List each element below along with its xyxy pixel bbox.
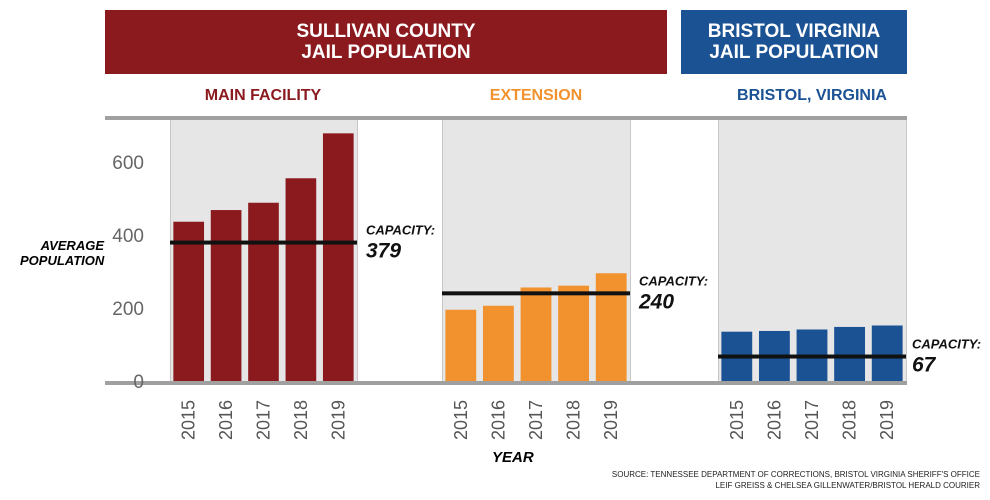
subhead-bristol: BRISTOL, VIRGINIA (737, 87, 887, 104)
y-tick-label-3: 600 (112, 153, 144, 174)
bar-main-2017 (248, 202, 279, 381)
panel-divider-left-0 (170, 120, 171, 381)
capacity-line-main (170, 240, 357, 245)
x-tick-label-bristol-2018: 2018 (840, 400, 860, 440)
x-tick-label-bristol-2016: 2016 (764, 400, 784, 440)
capacity-label-extension: CAPACITY: (639, 273, 708, 288)
panel-divider-right-2 (906, 120, 907, 381)
x-tick-label-main-2016: 2016 (216, 400, 236, 440)
subhead-extension: EXTENSION (489, 87, 583, 104)
source-line1: SOURCE: TENNESSEE DEPARTMENT OF CORRECTI… (611, 470, 980, 479)
x-tick-label-bristol-2017: 2017 (802, 400, 822, 440)
bristol-banner-line1: BRISTOL VIRGINIA (707, 21, 881, 42)
y-axis-label: AVERAGE POPULATION (20, 238, 104, 268)
top-rule (105, 116, 907, 120)
y-tick-label-0: 0 (133, 372, 144, 393)
panel-divider-right-1 (630, 120, 631, 381)
capacity-value-extension: 240 (638, 290, 674, 313)
source-note: SOURCE: TENNESSEE DEPARTMENT OF CORRECTI… (612, 469, 980, 491)
capacity-line-extension (442, 291, 630, 296)
bar-extension-2015 (445, 309, 477, 381)
y-axis-label-line2: POPULATION (20, 253, 105, 268)
bar-main-2016 (210, 210, 242, 381)
bristol-banner-line2: JAIL POPULATION (709, 42, 879, 63)
capacity-label-bristol: CAPACITY: (912, 337, 981, 352)
x-tick-label-extension-2015: 2015 (451, 400, 471, 440)
bar-extension-2018 (558, 285, 590, 381)
panel-divider-right-0 (357, 120, 358, 381)
bar-bristol-2018 (834, 326, 866, 381)
x-tick-label-bristol-2015: 2015 (727, 400, 747, 440)
bar-main-2018 (285, 178, 317, 381)
capacity-line-bristol (718, 354, 906, 359)
x-tick-label-extension-2018: 2018 (564, 400, 584, 440)
sullivan-banner-line1: SULLIVAN COUNTY (296, 21, 476, 42)
bar-extension-2017 (520, 287, 552, 381)
sullivan-banner: SULLIVAN COUNTY JAIL POPULATION (105, 10, 667, 74)
subhead-main-facility: MAIN FACILITY (204, 87, 322, 104)
x-tick-label-main-2017: 2017 (254, 400, 274, 440)
panel-divider-left-1 (442, 120, 443, 381)
panel-divider-left-2 (718, 120, 719, 381)
x-tick-label-main-2015: 2015 (179, 400, 199, 440)
source-line2: LEIF GREISS & CHELSEA GILLENWATER/BRISTO… (715, 481, 980, 490)
bar-bristol-2019 (871, 325, 903, 381)
bristol-banner: BRISTOL VIRGINIA JAIL POPULATION (681, 10, 907, 74)
bar-main-2015 (173, 221, 205, 381)
x-tick-label-main-2018: 2018 (291, 400, 311, 440)
x-tick-label-bristol-2019: 2019 (877, 400, 897, 440)
x-tick-label-main-2019: 2019 (328, 400, 348, 440)
capacity-value-main: 379 (366, 240, 401, 263)
y-tick-label-1: 200 (112, 299, 144, 320)
y-axis-label-line1: AVERAGE (40, 238, 104, 253)
baseline-rule (105, 381, 907, 385)
x-tick-label-extension-2019: 2019 (601, 400, 621, 440)
x-tick-label-extension-2016: 2016 (488, 400, 508, 440)
sullivan-banner-line2: JAIL POPULATION (301, 42, 471, 63)
y-tick-label-2: 400 (112, 226, 144, 247)
bar-extension-2019 (595, 273, 627, 381)
bar-main-2019 (322, 133, 354, 381)
x-axis-label: YEAR (492, 449, 534, 466)
bar-extension-2016 (482, 305, 514, 381)
capacity-label-main: CAPACITY: (366, 223, 435, 238)
capacity-value-bristol: 67 (912, 354, 937, 377)
x-tick-label-extension-2017: 2017 (526, 400, 546, 440)
